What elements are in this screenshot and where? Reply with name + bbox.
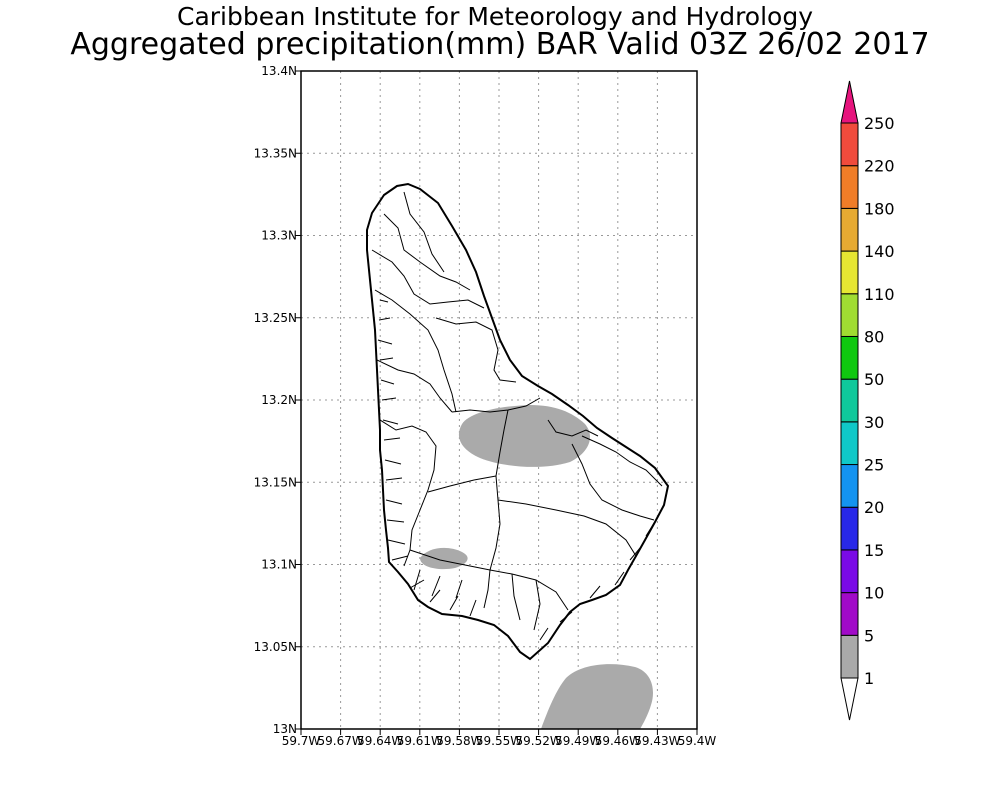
colorbar-segment (840, 378, 859, 423)
lon-tick-label: 59.58W (436, 734, 482, 748)
lat-tick-label: 13.4N (261, 64, 297, 78)
colorbar-label: 180 (864, 199, 895, 218)
lon-tick-label: 59.7W (282, 734, 321, 748)
colorbar-segment (840, 592, 859, 636)
map-grid (301, 71, 697, 729)
lon-tick-label: 59.64W (357, 734, 403, 748)
title-line-2: Aggregated precipitation(mm) BAR Valid 0… (70, 27, 930, 62)
colorbar-segment (840, 293, 859, 337)
lat-tick-label: 13N (273, 722, 297, 736)
colorbar-label: 15 (864, 541, 884, 560)
lat-tick-label: 13.1N (261, 558, 297, 572)
coastline-west-detail (377, 299, 657, 641)
lat-tick-label: 13.25N (254, 311, 297, 325)
colorbar-label: 30 (864, 413, 884, 432)
coastline (366, 182, 670, 661)
lat-tick-label: 13.15N (254, 475, 297, 489)
precip-area-central (458, 405, 590, 467)
lat-tick-label: 13.3N (261, 229, 297, 243)
colorbar-segment (840, 250, 859, 295)
colorbar-segment (840, 421, 859, 466)
latitude-axis: 13N 13.05N 13.1N 13.15N 13.2N 13.25N 13.3N 13.3… (254, 64, 301, 736)
colorbar-segment (840, 464, 859, 508)
colorbar-label: 25 (864, 456, 884, 475)
title-line-1: Caribbean Institute for Meteorology and … (177, 2, 813, 31)
precip-shading (420, 405, 654, 729)
colorbar-label: 250 (864, 114, 895, 133)
colorbar-under-triangle (840, 677, 859, 721)
lon-tick-label: 59.55W (476, 734, 522, 748)
colorbar-label: 20 (864, 498, 884, 517)
colorbar-segment (840, 165, 859, 209)
colorbar-label: 140 (864, 242, 895, 261)
lat-tick-label: 13.2N (261, 393, 297, 407)
land-outline (366, 182, 670, 661)
lon-tick-label: 59.43W (634, 734, 680, 748)
colorbar-over-triangle (840, 80, 859, 124)
precip-area-southeast (541, 664, 654, 729)
colorbar-segment (840, 506, 859, 551)
colorbar-label: 10 (864, 584, 884, 603)
precip-area-west (420, 547, 468, 570)
colorbar-segment (840, 122, 859, 167)
colorbar-label: 5 (864, 626, 874, 645)
lon-tick-label: 59.61W (397, 734, 443, 748)
lon-tick-label: 59.52W (515, 734, 561, 748)
lat-tick-label: 13.35N (254, 146, 297, 160)
colorbar-label: 220 (864, 157, 895, 176)
lat-tick-label: 13.05N (254, 640, 297, 654)
colorbar-segment (840, 634, 859, 679)
lon-tick-label: 59.4W (678, 734, 717, 748)
lon-tick-label: 59.49W (555, 734, 601, 748)
lon-tick-label: 59.46W (595, 734, 641, 748)
colorbar-segment (840, 335, 859, 380)
colorbar-label: 1 (864, 669, 874, 688)
colorbar-label: 110 (864, 285, 895, 304)
longitude-axis: 59.7W59.67W59.64W59.61W59.58W59.55W59.52… (282, 729, 717, 748)
colorbar-segment (840, 549, 859, 594)
colorbar-segment (840, 207, 859, 252)
colorbar-label: 50 (864, 370, 884, 389)
parish-boundaries (371, 191, 663, 631)
colorbar-label: 80 (864, 327, 884, 346)
lon-tick-label: 59.67W (317, 734, 363, 748)
